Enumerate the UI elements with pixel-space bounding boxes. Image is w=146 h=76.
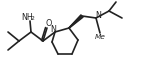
Text: O: O — [46, 18, 52, 28]
Text: Me: Me — [95, 34, 105, 40]
Text: N: N — [95, 10, 101, 20]
Text: 2: 2 — [31, 16, 34, 22]
Text: NH: NH — [21, 14, 33, 22]
Text: N: N — [50, 24, 56, 34]
